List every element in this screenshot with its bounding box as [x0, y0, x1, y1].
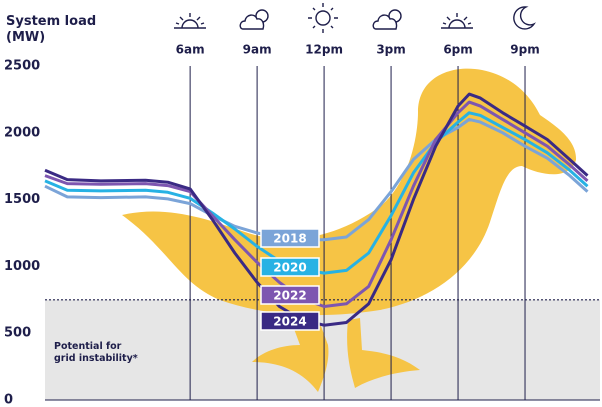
- lines-layer: [44, 92, 600, 327]
- legend-box: [260, 228, 320, 248]
- x-tick-label: 12pm: [305, 43, 343, 57]
- sunset-icon: [441, 13, 473, 29]
- axes-layer: [45, 66, 600, 401]
- series-line: [44, 111, 589, 275]
- series-line: [44, 117, 589, 242]
- legend-box: [260, 311, 320, 331]
- cloud-sun-icon: [239, 9, 269, 30]
- x-tick-label: 9pm: [510, 43, 539, 57]
- y-tick-label: 1500: [4, 192, 40, 207]
- y-tick-label: 0: [4, 393, 13, 407]
- y-tick-label: 500: [4, 326, 31, 341]
- series-line: [44, 100, 589, 308]
- labels-layer: 0 500 1000 1500 2000 2500 6am 9am 12pm 3pm 6pm 9pm P…: [4, 43, 540, 407]
- duck-foot: [252, 318, 329, 392]
- legend-box: [260, 257, 320, 277]
- duck-foot: [347, 318, 420, 388]
- chart-title: System load (MW): [6, 14, 97, 45]
- sunrise-icon: [174, 13, 206, 29]
- x-tick-label: 9am: [243, 43, 272, 57]
- legend-label: 2022: [273, 289, 306, 303]
- x-tick-label: 6pm: [443, 43, 472, 57]
- sun-icon: [308, 3, 338, 33]
- y-tick-label: 2000: [4, 125, 40, 140]
- x-tick-label: 6am: [176, 43, 205, 57]
- legend-label: 2020: [273, 261, 306, 275]
- time-icons: [174, 3, 536, 33]
- series-line: [44, 92, 589, 327]
- threshold-label: Potential for grid instability*: [54, 341, 138, 364]
- moon-icon: [513, 6, 536, 30]
- legend-label: 2024: [273, 315, 306, 329]
- y-tick-label: 2500: [4, 59, 40, 74]
- legend-box: [260, 285, 320, 305]
- legend-label: 2018: [273, 232, 306, 246]
- cloud-sun-icon: [372, 9, 402, 30]
- y-tick-label: 1000: [4, 259, 40, 274]
- x-tick-label: 3pm: [376, 43, 405, 57]
